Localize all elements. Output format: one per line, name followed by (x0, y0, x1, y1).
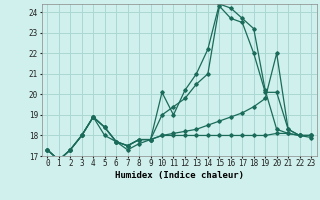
X-axis label: Humidex (Indice chaleur): Humidex (Indice chaleur) (115, 171, 244, 180)
